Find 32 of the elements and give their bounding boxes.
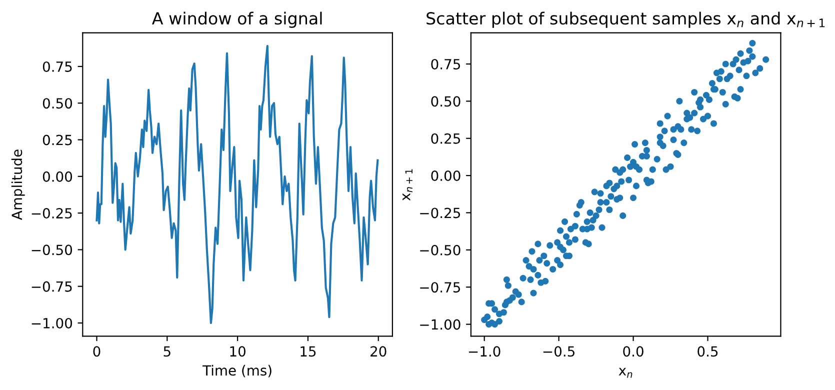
x-axis-title: x$_{n}$ [618,368,632,378]
y-axis-title: Amplitude [11,150,25,220]
x-tick-label: 10 [230,346,246,357]
y-tick-label: −0.75 [32,281,72,292]
chart-title: Scatter plot of subsequent samples x$_{n}$ and x$_{n+1}$ [426,12,825,28]
y-tick-label: 0.25 [431,133,460,144]
line-series [96,44,379,324]
x-tick-label: 0.5 [698,346,718,357]
y-tick-label: −0.25 [32,208,72,219]
y-tick-label: −0.25 [420,208,460,218]
y-tick-label: 0.75 [42,61,72,72]
y-tick-label: 0.75 [431,58,460,70]
x-tick-label: −0.5 [543,346,574,357]
y-axis-title: x$_{n+1}$ [402,169,412,201]
chart-title: A window of a signal [152,12,322,28]
y-tick-label: 0.50 [431,96,460,107]
y-tick-label: −0.50 [420,244,460,256]
y-tick-label: 0.00 [431,170,460,182]
x-tick-label: 20 [370,346,386,357]
y-tick-label: 0.25 [42,134,72,146]
x-tick-label: 0 [93,346,100,357]
y-tick-label: 0.00 [42,171,72,182]
x-tick-label: 5 [164,346,170,357]
x-tick-label: −1.0 [468,346,500,357]
x-axis-title: Time (ms) [202,364,272,378]
x-tick-label: 15 [300,346,316,357]
y-tick-label: −1.00 [32,318,72,328]
y-tick-label: 0.50 [42,98,72,109]
y-tick-label: −0.75 [420,282,460,293]
x-tick-label: 0.0 [623,346,644,357]
y-tick-label: −0.50 [32,244,72,256]
y-tick-label: −1.00 [420,319,460,330]
